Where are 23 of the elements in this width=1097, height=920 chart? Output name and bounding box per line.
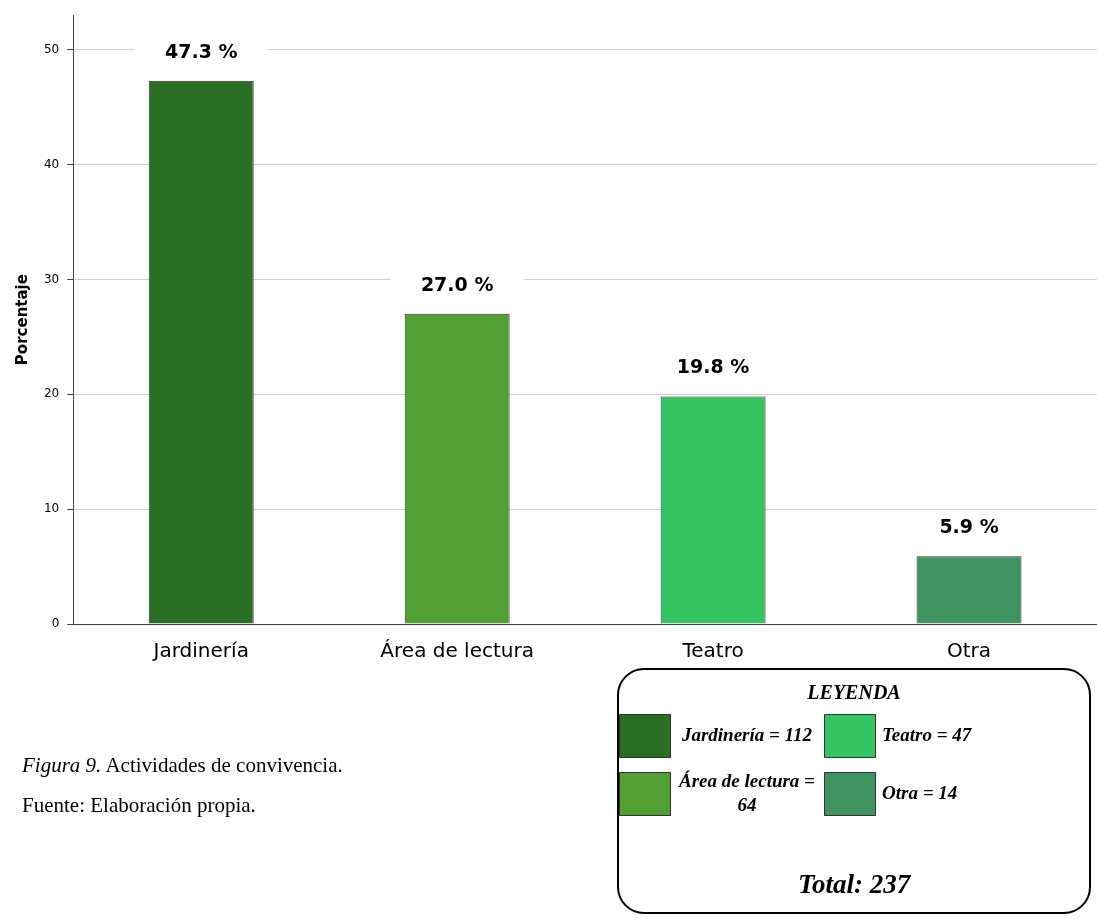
y-tick-label: 0 [51, 616, 60, 631]
y-tick-label: 20 [43, 386, 60, 401]
x-tick-label: Otra [947, 638, 992, 663]
text: Figura 9. Actividades de convivencia. [22, 752, 343, 779]
y-tick-label: 30 [43, 271, 60, 286]
y-tick-label: 40 [43, 156, 60, 171]
legend-label: Teatro = 47 [882, 723, 973, 745]
legend-label: Área de lectura = 64 [678, 769, 815, 815]
data-label: 5.9 % [939, 515, 999, 538]
text: Total: 237 [797, 868, 912, 899]
legend-label: Jardinería = 112 [680, 723, 813, 745]
data-label: 47.3 % [164, 39, 238, 62]
x-tick-label: Área de lectura [380, 638, 534, 663]
y-tick-label: 50 [43, 41, 60, 56]
x-tick-label: Jardinería [151, 638, 249, 663]
data-label: 27.0 % [420, 272, 494, 295]
legend-title: LEYENDA [806, 681, 901, 704]
source-note: Fuente: Elaboración propia. [22, 792, 257, 819]
legend-label: Otra = 14 [881, 781, 958, 803]
x-tick-label: Teatro [681, 638, 744, 663]
data-label: 19.8 % [676, 355, 750, 378]
y-axis-title: Porcentaje [12, 274, 31, 366]
y-tick-label: 10 [43, 501, 60, 516]
